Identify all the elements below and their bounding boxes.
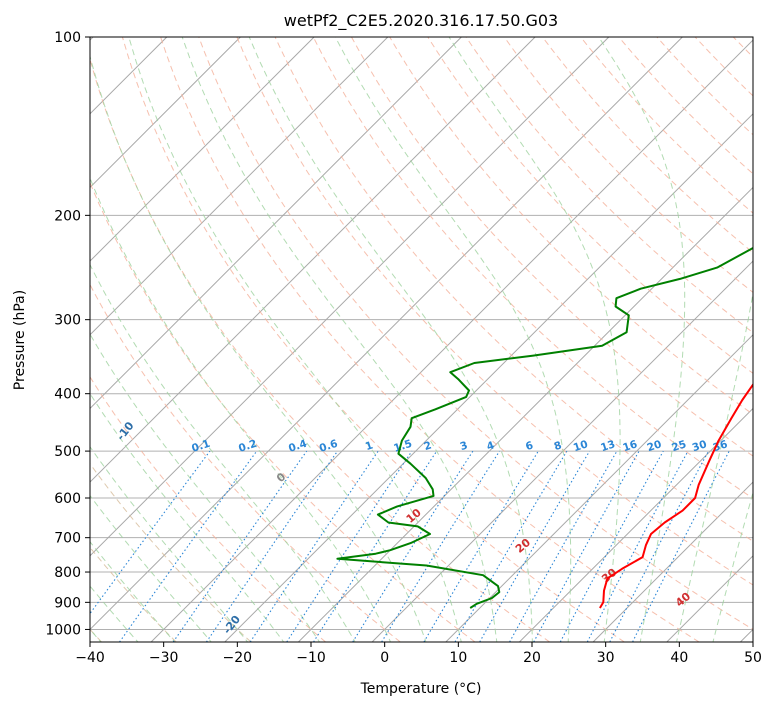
y-tick-label: 800 xyxy=(54,565,81,581)
y-tick-label: 400 xyxy=(54,387,81,403)
x-tick-label: 0 xyxy=(380,650,389,666)
chart-title: wetPf2_C2E5.2020.316.17.50.G03 xyxy=(284,11,558,31)
y-tick-label: 1000 xyxy=(45,622,81,638)
y-tick-label: 900 xyxy=(54,595,81,611)
x-tick-label: 50 xyxy=(744,650,762,666)
x-tick-label: −40 xyxy=(75,650,105,666)
y-tick-label: 500 xyxy=(54,444,81,460)
y-tick-label: 100 xyxy=(54,30,81,46)
y-tick-label: 200 xyxy=(54,208,81,224)
x-tick-label: 30 xyxy=(597,650,615,666)
x-tick-label: −10 xyxy=(296,650,326,666)
y-tick-label: 300 xyxy=(54,313,81,329)
y-tick-label: 600 xyxy=(54,491,81,507)
y-tick-label: 700 xyxy=(54,531,81,547)
x-axis-label: Temperature (°C) xyxy=(360,681,482,697)
x-tick-label: 20 xyxy=(523,650,541,666)
x-tick-label: −30 xyxy=(149,650,179,666)
x-tick-label: 40 xyxy=(670,650,688,666)
x-tick-label: −20 xyxy=(223,650,253,666)
y-axis-label: Pressure (hPa) xyxy=(12,290,28,390)
x-tick-label: 10 xyxy=(449,650,467,666)
